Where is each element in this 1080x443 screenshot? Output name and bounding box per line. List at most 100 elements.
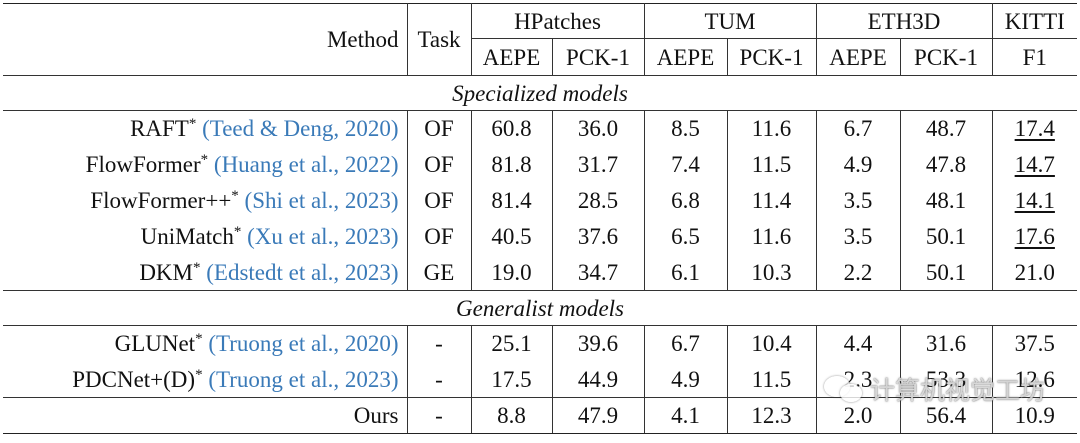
- header-group-eth3d: ETH3D: [816, 3, 993, 39]
- header-metric: F1: [992, 38, 1078, 76]
- citation-link[interactable]: (Shi et al., 2023): [244, 188, 399, 213]
- method-cell: Ours: [3, 397, 408, 434]
- value-cell: 11.6: [727, 218, 817, 255]
- value-cell: 11.5: [727, 146, 817, 183]
- value-cell: 6.5: [644, 218, 728, 255]
- citation-link[interactable]: (Truong et al., 2023): [208, 366, 399, 392]
- section-title: Generalist models: [3, 290, 1078, 326]
- method-cell: GLUNet* (Truong et al., 2020): [3, 325, 408, 362]
- task-cell: -: [407, 325, 472, 362]
- value-cell: 3.5: [816, 182, 901, 219]
- table-row: RAFT* (Teed & Deng, 2020) OF 60.8 36.0 8.5 11…: [3, 110, 1078, 147]
- value-cell: 40.5: [471, 218, 553, 255]
- value-cell: 48.7: [900, 110, 993, 147]
- header-metric: PCK-1: [552, 38, 645, 76]
- value-cell: 17.4: [992, 110, 1078, 147]
- task-cell: GE: [407, 254, 472, 291]
- value-cell: 11.6: [727, 110, 817, 147]
- value-cell: 3.5: [816, 218, 901, 255]
- value-cell: 11.4: [727, 182, 817, 219]
- method-name: RAFT: [130, 116, 189, 142]
- method-mark: *: [195, 366, 203, 383]
- method-cell: UniMatch* (Xu et al., 2023): [3, 218, 408, 255]
- value-cell: 19.0: [471, 254, 553, 291]
- value-cell: 12.6: [1014, 366, 1055, 392]
- value-cell: 53.3: [900, 361, 993, 398]
- value-cell: 4.1: [644, 397, 728, 434]
- method-name: FlowFormer: [85, 152, 201, 177]
- table-row: UniMatch* (Xu et al., 2023) OF 40.5 37.6 6.5…: [3, 218, 1077, 255]
- value-cell: 8.5: [644, 110, 728, 147]
- task-cell: OF: [407, 110, 472, 147]
- value-cell: 34.7: [552, 254, 645, 291]
- task-cell: OF: [407, 146, 472, 183]
- header-group-tum: TUM: [644, 3, 817, 39]
- value-cell: 31.6: [900, 325, 993, 362]
- section-row: Specialized models: [3, 75, 1078, 111]
- method-mark: *: [231, 188, 239, 204]
- value-cell: 47.9: [552, 397, 645, 434]
- value-cell: 17.6: [1014, 224, 1055, 249]
- method-cell: FlowFormer* (Huang et al., 2022): [3, 146, 408, 183]
- value-cell: 6.1: [644, 254, 728, 291]
- method-mark: *: [195, 331, 203, 348]
- results-table: Method Task HPatches TUM ETH3D KITTI AEP…: [3, 3, 1078, 434]
- value-cell: 2.3: [816, 361, 901, 398]
- value-cell: 21.0: [1014, 259, 1055, 285]
- value-cell: 47.8: [900, 146, 993, 183]
- method-mark: *: [200, 152, 209, 168]
- header-metric: PCK-1: [727, 38, 817, 76]
- value-cell: 14.1: [1014, 188, 1055, 213]
- value-cell: 31.7: [552, 146, 645, 183]
- method-cell: PDCNet+(D)* (Truong et al., 2023): [3, 361, 408, 398]
- table-row: PDCNet+(D)* (Truong et al., 2023) -17.5 44…: [3, 361, 1077, 398]
- value-cell: 37.5: [992, 325, 1078, 362]
- value-cell: 36.0: [552, 110, 645, 147]
- method-name: DKM: [139, 259, 193, 285]
- value-cell: 11.5: [727, 361, 817, 398]
- citation-link[interactable]: (Teed & Deng, 2020): [202, 116, 399, 142]
- header-group-kitti: KITTI: [992, 3, 1078, 39]
- value-cell: 14.7: [1014, 152, 1055, 177]
- value-cell: 81.4: [471, 182, 553, 219]
- citation-link[interactable]: (Xu et al., 2023): [247, 224, 399, 249]
- header-group-hpatches: HPatches: [471, 3, 645, 39]
- method-name: FlowFormer++: [90, 188, 232, 213]
- value-cell: 2.0: [816, 397, 901, 434]
- section-row: Generalist models: [3, 290, 1078, 326]
- method-cell: DKM* (Edstedt et al., 2023): [3, 254, 408, 291]
- value-cell: 44.9: [552, 361, 645, 398]
- table-row: FlowFormer++* (Shi et al., 2023) OF 81.4 28…: [3, 182, 1077, 219]
- value-cell: 10.9: [992, 397, 1078, 434]
- citation-link[interactable]: (Truong et al., 2020): [208, 331, 399, 357]
- method-cell: RAFT* (Teed & Deng, 2020): [3, 110, 408, 147]
- method-name: PDCNet+(D): [72, 366, 196, 392]
- value-cell: 4.9: [816, 146, 901, 183]
- value-cell: 4.9: [644, 361, 728, 398]
- value-cell: 6.7: [644, 325, 728, 362]
- value-cell: 17.5: [471, 361, 553, 398]
- value-cell: 28.5: [552, 182, 645, 219]
- value-cell: 10.3: [727, 254, 817, 291]
- task-cell: OF: [407, 218, 472, 255]
- task-cell: -: [407, 361, 472, 398]
- header-metric: AEPE: [471, 38, 553, 76]
- table-row: DKM* (Edstedt et al., 2023) GE 19.0 34.7 6.1…: [3, 254, 1077, 291]
- value-cell: 50.1: [900, 254, 993, 291]
- value-cell: 39.6: [552, 325, 645, 362]
- method-name: GLUNet: [114, 331, 196, 357]
- task-cell: -: [407, 397, 472, 434]
- value-cell: 12.3: [727, 397, 817, 434]
- value-cell: 7.4: [644, 146, 728, 183]
- value-cell: 4.4: [816, 325, 901, 362]
- header-metric: PCK-1: [900, 38, 993, 76]
- value-cell: 56.4: [900, 397, 993, 434]
- citation-link[interactable]: (Edstedt et al., 2023): [206, 259, 399, 285]
- section-title: Specialized models: [3, 75, 1078, 111]
- value-cell: 25.1: [471, 325, 553, 362]
- citation-link[interactable]: (Huang et al., 2022): [213, 152, 399, 177]
- value-cell: 2.2: [816, 254, 901, 291]
- header-method: Method: [3, 3, 408, 76]
- task-cell: OF: [407, 182, 472, 219]
- value-cell: 8.8: [471, 397, 553, 434]
